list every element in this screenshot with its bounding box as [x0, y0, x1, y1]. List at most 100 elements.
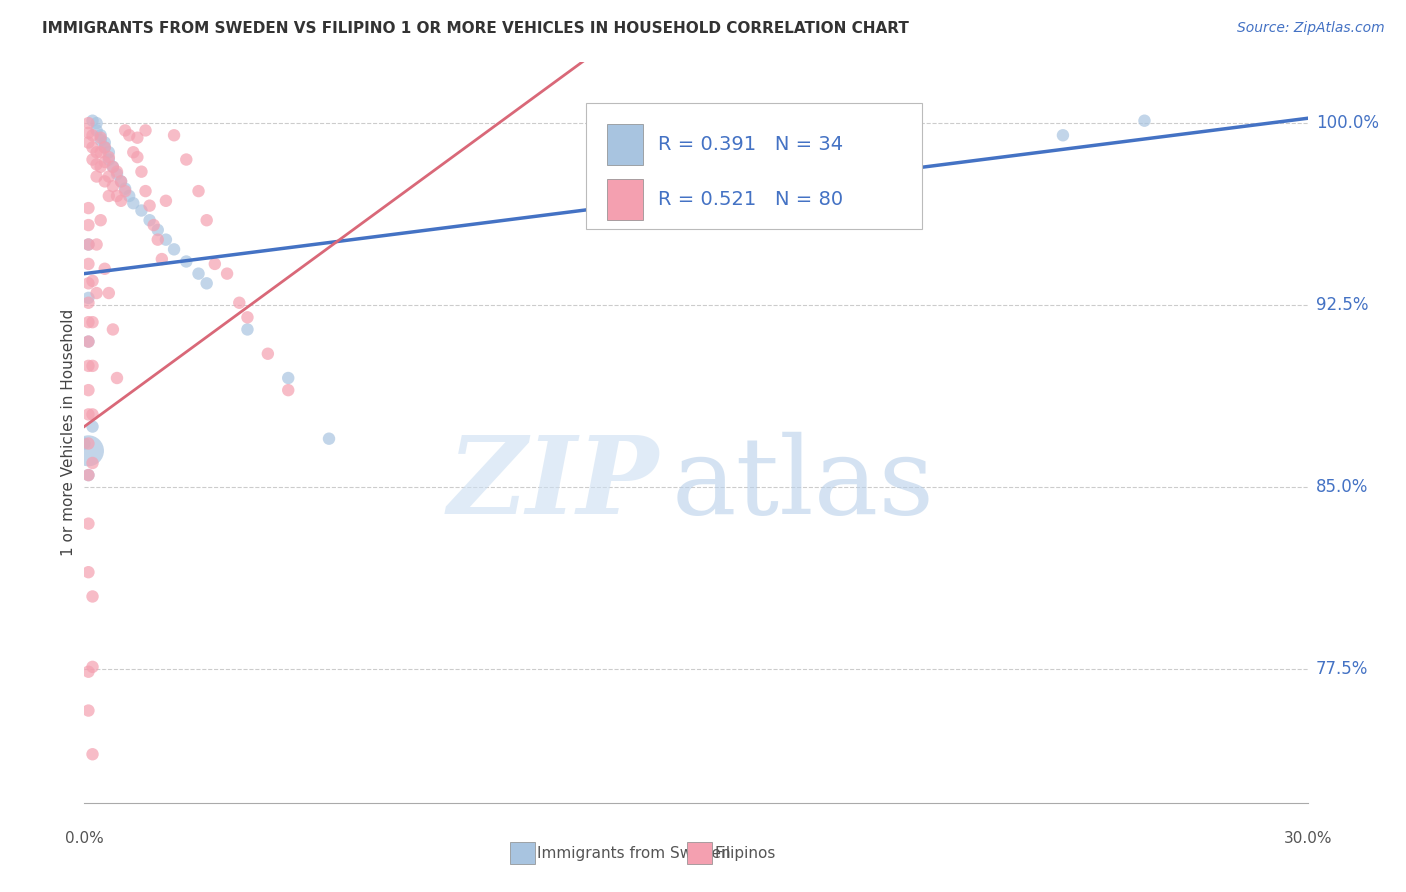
Point — [146, 223, 169, 237]
Point — [82, 359, 104, 373]
Point — [90, 128, 112, 143]
Point — [97, 145, 120, 160]
Point — [236, 310, 259, 325]
Point — [77, 257, 100, 271]
Point — [138, 199, 160, 213]
Point — [82, 590, 104, 604]
Text: R = 0.521   N = 80: R = 0.521 N = 80 — [658, 190, 844, 209]
Point — [77, 237, 100, 252]
Point — [110, 174, 132, 188]
Point — [228, 295, 250, 310]
Point — [82, 456, 104, 470]
Point — [86, 116, 108, 130]
Point — [114, 123, 136, 137]
Point — [82, 747, 104, 762]
Point — [90, 130, 112, 145]
Point — [77, 665, 100, 679]
Point — [114, 184, 136, 198]
Point — [86, 157, 108, 171]
Point — [114, 182, 136, 196]
Point — [82, 128, 104, 143]
Point — [146, 233, 169, 247]
Text: Immigrants from Sweden: Immigrants from Sweden — [537, 846, 731, 861]
Point — [77, 516, 100, 531]
Point — [77, 383, 100, 397]
Point — [82, 419, 104, 434]
Point — [77, 468, 100, 483]
Point — [77, 291, 100, 305]
Point — [82, 153, 104, 167]
Point — [77, 468, 100, 483]
Point — [142, 218, 165, 232]
Text: 0.0%: 0.0% — [65, 830, 104, 846]
Point — [135, 184, 157, 198]
Point — [187, 184, 209, 198]
Point — [122, 145, 145, 160]
Point — [86, 169, 108, 184]
Point — [82, 660, 104, 674]
Point — [93, 261, 115, 276]
Point — [217, 267, 239, 281]
Text: 100.0%: 100.0% — [1316, 114, 1379, 132]
Point — [127, 130, 149, 145]
Point — [77, 408, 100, 422]
Point — [86, 145, 108, 160]
Point — [77, 436, 100, 450]
FancyBboxPatch shape — [510, 842, 534, 864]
Point — [187, 267, 209, 281]
Point — [174, 153, 197, 167]
Point — [118, 128, 141, 143]
Point — [195, 277, 218, 291]
Point — [105, 167, 128, 181]
Point — [155, 233, 177, 247]
Point — [73, 436, 96, 450]
Text: atlas: atlas — [672, 432, 935, 537]
Point — [277, 383, 299, 397]
Point — [318, 432, 340, 446]
Point — [131, 203, 153, 218]
Point — [110, 174, 132, 188]
Point — [1133, 113, 1156, 128]
Text: 30.0%: 30.0% — [1284, 830, 1331, 846]
Point — [155, 194, 177, 208]
Point — [105, 164, 128, 178]
Point — [77, 359, 100, 373]
Point — [101, 322, 124, 336]
Point — [131, 164, 153, 178]
Point — [105, 189, 128, 203]
Point — [127, 150, 149, 164]
Point — [77, 565, 100, 579]
Point — [86, 286, 108, 301]
Point — [101, 160, 124, 174]
Point — [82, 315, 104, 329]
Text: 92.5%: 92.5% — [1316, 296, 1368, 314]
Point — [135, 123, 157, 137]
Point — [77, 295, 100, 310]
Point — [77, 201, 100, 215]
Point — [93, 155, 115, 169]
Point — [257, 347, 280, 361]
Point — [93, 140, 115, 154]
FancyBboxPatch shape — [606, 124, 644, 165]
Point — [138, 213, 160, 227]
FancyBboxPatch shape — [688, 842, 711, 864]
Text: IMMIGRANTS FROM SWEDEN VS FILIPINO 1 OR MORE VEHICLES IN HOUSEHOLD CORRELATION C: IMMIGRANTS FROM SWEDEN VS FILIPINO 1 OR … — [42, 21, 910, 36]
Point — [204, 257, 226, 271]
Point — [82, 274, 104, 288]
Point — [174, 254, 197, 268]
Point — [93, 136, 115, 150]
Point — [86, 123, 108, 137]
Point — [236, 322, 259, 336]
Point — [77, 237, 100, 252]
Point — [77, 334, 100, 349]
Text: 77.5%: 77.5% — [1316, 660, 1368, 678]
Point — [82, 140, 104, 154]
Point — [77, 704, 100, 718]
Point — [163, 128, 186, 143]
Text: ZIP: ZIP — [449, 432, 659, 538]
Point — [110, 194, 132, 208]
Point — [1052, 128, 1074, 143]
Point — [77, 136, 100, 150]
Point — [97, 169, 120, 184]
Point — [195, 213, 218, 227]
